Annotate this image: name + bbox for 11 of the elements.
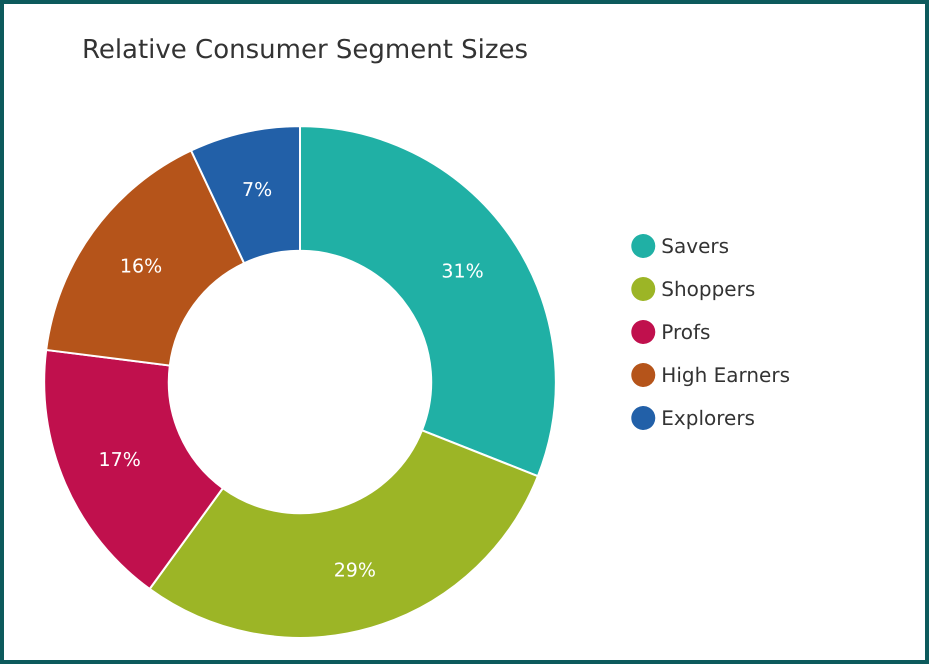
data-label: 31% [441,260,484,283]
data-label: 7% [242,179,272,202]
legend-label: Profs [661,320,710,344]
data-label: 17% [98,449,141,472]
legend-label: High Earners [661,363,790,387]
data-label: 16% [120,255,162,278]
legend-label: Savers [661,234,730,258]
legend-label: Shoppers [661,277,756,301]
chart-title: Relative Consumer Segment Sizes [82,35,528,65]
data-label: 29% [334,560,376,582]
legend-label: Explorers [661,406,755,430]
